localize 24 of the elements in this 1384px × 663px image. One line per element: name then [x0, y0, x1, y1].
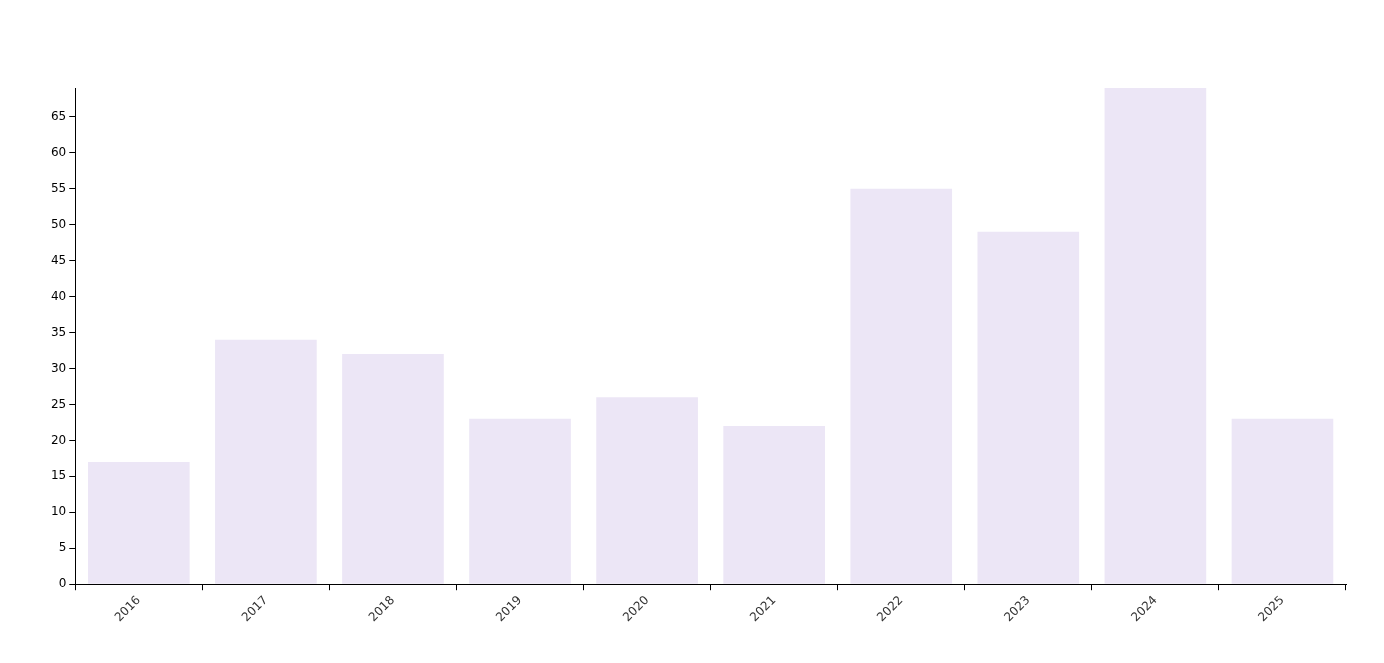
bar: [1104, 88, 1207, 584]
y-tick-label: 0: [58, 576, 67, 591]
y-tick-label: 15: [50, 468, 67, 483]
bar: [342, 354, 444, 584]
bar: [469, 418, 571, 584]
y-tick-label: 60: [50, 144, 67, 159]
y-tick-label: 45: [50, 252, 67, 267]
bar: [723, 426, 825, 584]
bar: [87, 461, 190, 584]
y-tick-label: 30: [50, 360, 67, 375]
bar: [215, 339, 317, 584]
y-tick-label: 65: [50, 108, 67, 123]
y-tick-label: 55: [50, 180, 67, 195]
bar: [596, 397, 698, 584]
y-tick-label: 25: [50, 396, 67, 411]
y-tick-label: 5: [58, 540, 67, 555]
bar: [1231, 418, 1334, 584]
bar: [977, 231, 1080, 584]
y-tick-label: 40: [50, 288, 67, 303]
y-tick-label: 10: [50, 504, 67, 519]
y-tick-label: 20: [50, 432, 67, 447]
bar: [850, 188, 953, 584]
y-tick-label: 50: [50, 216, 67, 231]
y-tick-label: 35: [50, 324, 67, 339]
